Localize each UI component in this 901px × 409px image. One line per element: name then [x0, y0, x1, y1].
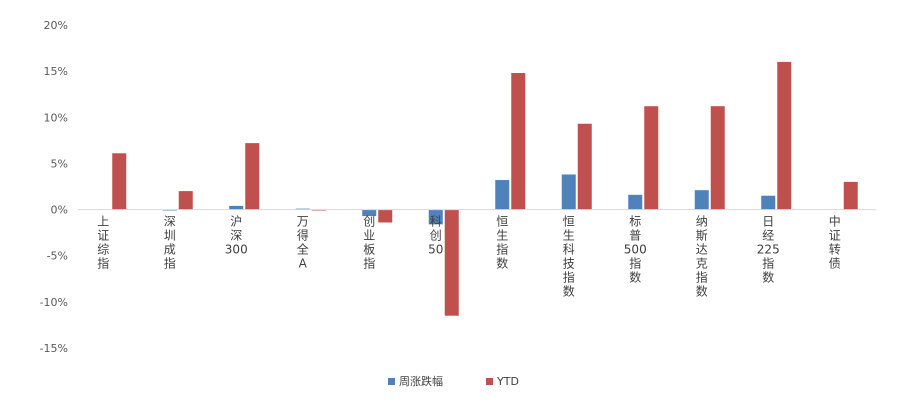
bar	[495, 180, 510, 210]
bar	[843, 181, 858, 210]
bar	[628, 194, 643, 210]
bar	[644, 106, 659, 210]
category-label: 创业板指	[363, 215, 375, 271]
bar	[577, 123, 592, 210]
category-label: 标普 500 指数	[624, 215, 647, 285]
legend-swatch	[388, 378, 395, 385]
bar	[112, 153, 127, 210]
legend-label: YTD	[496, 375, 519, 388]
legend-label: 周涨跌幅	[399, 374, 443, 388]
y-tick-label: 15%	[44, 65, 68, 78]
y-axis-ticks: 20% 15% 10% 5% 0% -5% -10% -15%	[40, 19, 68, 355]
category-label: 中证转债	[829, 214, 841, 271]
bar	[178, 191, 193, 210]
y-tick-label: 10%	[44, 111, 68, 124]
y-tick-label: -10%	[40, 296, 68, 309]
category-label: 上证综指	[97, 215, 109, 271]
category-label: 恒生指数	[496, 215, 508, 271]
bar	[245, 143, 260, 210]
bar	[362, 209, 377, 217]
bar	[694, 190, 709, 210]
category-label: 深圳成指	[164, 215, 176, 271]
category-label: 日经 225 指数	[757, 215, 780, 285]
bar	[761, 195, 776, 210]
bar	[561, 174, 576, 210]
bar	[511, 72, 526, 210]
y-tick-label: -5%	[47, 250, 68, 263]
category-label: 万得全 A	[297, 215, 309, 271]
y-tick-label: 20%	[44, 19, 68, 32]
legend-swatch	[486, 378, 493, 385]
y-tick-label: 0%	[51, 204, 68, 217]
category-label: 沪深 300	[225, 215, 248, 257]
category-label: 恒生科技指数	[563, 215, 575, 299]
y-tick-label: 5%	[51, 157, 68, 170]
category-label: 纳斯达克指数	[696, 215, 708, 299]
category-label: 科创 50	[428, 215, 443, 257]
category-labels: 上证综指 深圳成指 沪深 300 万得全 A 创业板指 科创 50 恒生指数 恒生科技指数 标普 500…	[97, 214, 841, 299]
y-tick-label: -15%	[40, 342, 68, 355]
legend: 周涨跌幅 YTD	[388, 374, 519, 388]
bar	[777, 61, 792, 210]
bar	[710, 106, 725, 210]
bar	[378, 209, 393, 223]
bar	[428, 209, 443, 225]
bar	[229, 205, 244, 210]
bar	[444, 209, 459, 316]
bars	[112, 61, 858, 316]
